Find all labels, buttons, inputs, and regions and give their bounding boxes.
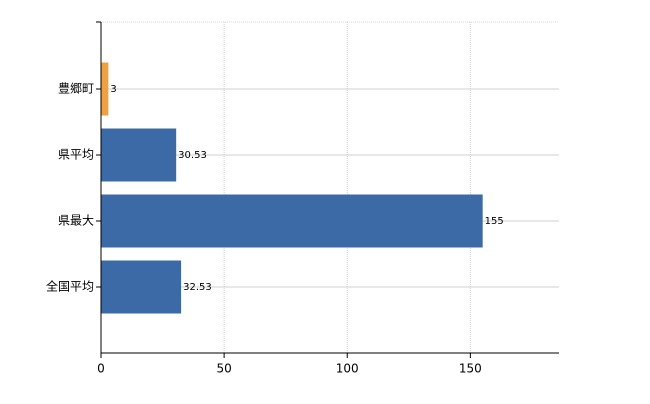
value-label: 155 [485,216,504,227]
value-label: 3 [110,84,116,95]
y-tick-label: 全国平均 [46,279,94,294]
x-tick-label: 100 [336,362,359,376]
y-tick-label: 豊郷町 [58,82,94,96]
bar [101,128,177,182]
value-label: 30.53 [178,150,207,161]
y-tick-label: 県平均 [58,148,94,162]
x-tick-label: 50 [216,362,231,376]
bar [101,194,483,248]
y-tick-label: 県最大 [58,214,94,228]
bar [101,62,109,116]
x-tick-label: 150 [459,362,482,376]
x-tick-label: 0 [97,362,105,376]
value-label: 32.53 [183,282,212,293]
bar [101,260,182,314]
